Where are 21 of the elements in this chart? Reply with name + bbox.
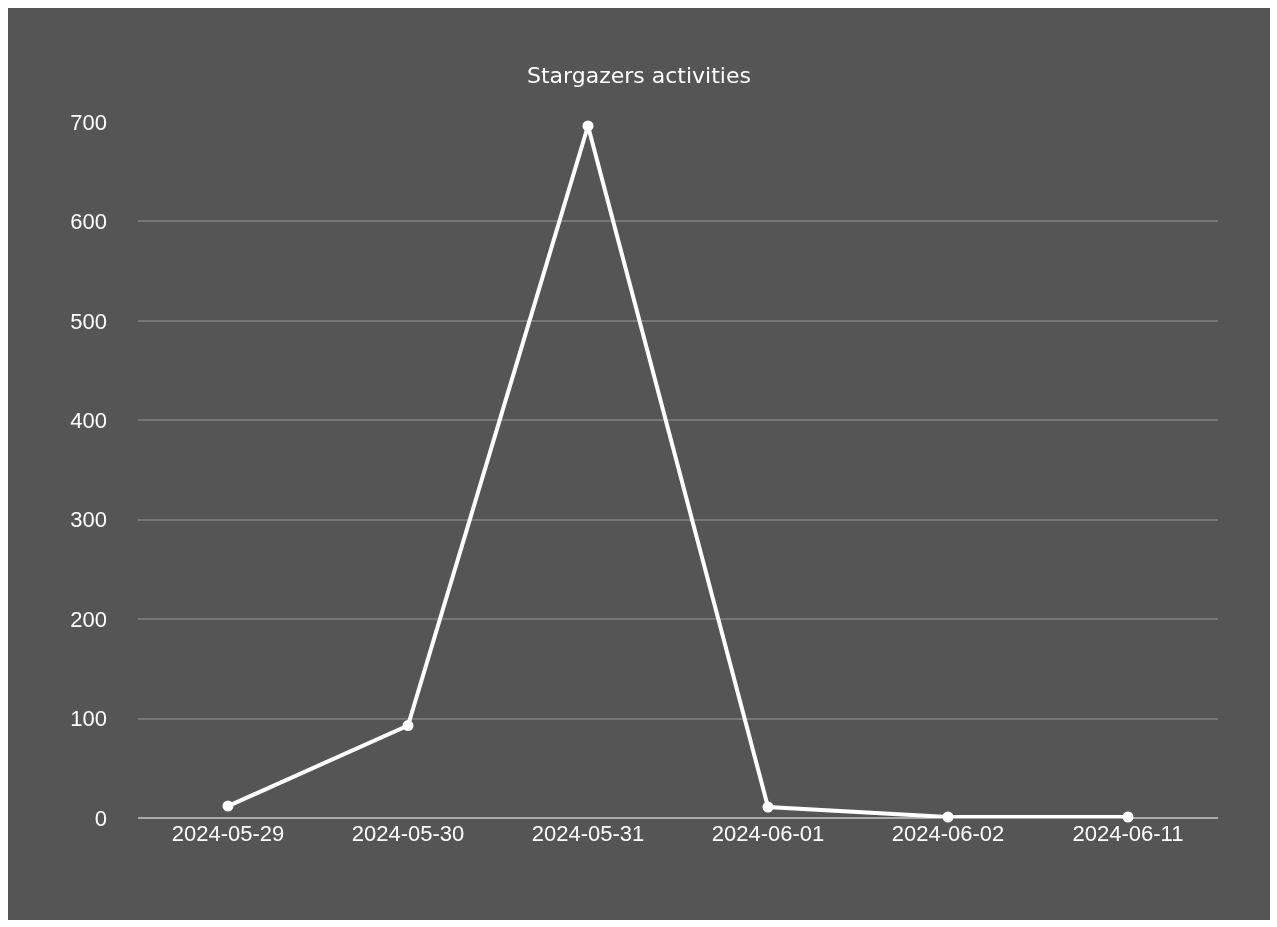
y-tick-label: 100 xyxy=(70,706,107,732)
y-tick-label: 700 xyxy=(70,109,107,135)
y-tick-label: 300 xyxy=(70,507,107,533)
y-tick-label: 0 xyxy=(94,805,107,831)
y-tick-label: 200 xyxy=(70,606,107,632)
chart-title: Stargazers activities xyxy=(527,62,751,88)
x-tick-label: 2024-06-01 xyxy=(711,821,825,846)
x-tick-label: 2024-05-31 xyxy=(531,821,645,846)
point xyxy=(942,811,954,823)
y-tick-label: 600 xyxy=(70,209,107,235)
point xyxy=(762,801,774,813)
x-tick-label: 2024-05-30 xyxy=(351,821,465,846)
y-tick-label: 500 xyxy=(70,308,107,334)
x-tick-label: 2024-05-29 xyxy=(171,821,285,846)
y-tick-label: 400 xyxy=(70,407,107,433)
x-tick-label: 2024-06-11 xyxy=(1072,821,1184,846)
point xyxy=(402,720,414,732)
point xyxy=(1122,811,1134,823)
point xyxy=(222,800,234,812)
x-tick-label: 2024-06-02 xyxy=(891,821,1005,846)
point xyxy=(582,120,594,132)
